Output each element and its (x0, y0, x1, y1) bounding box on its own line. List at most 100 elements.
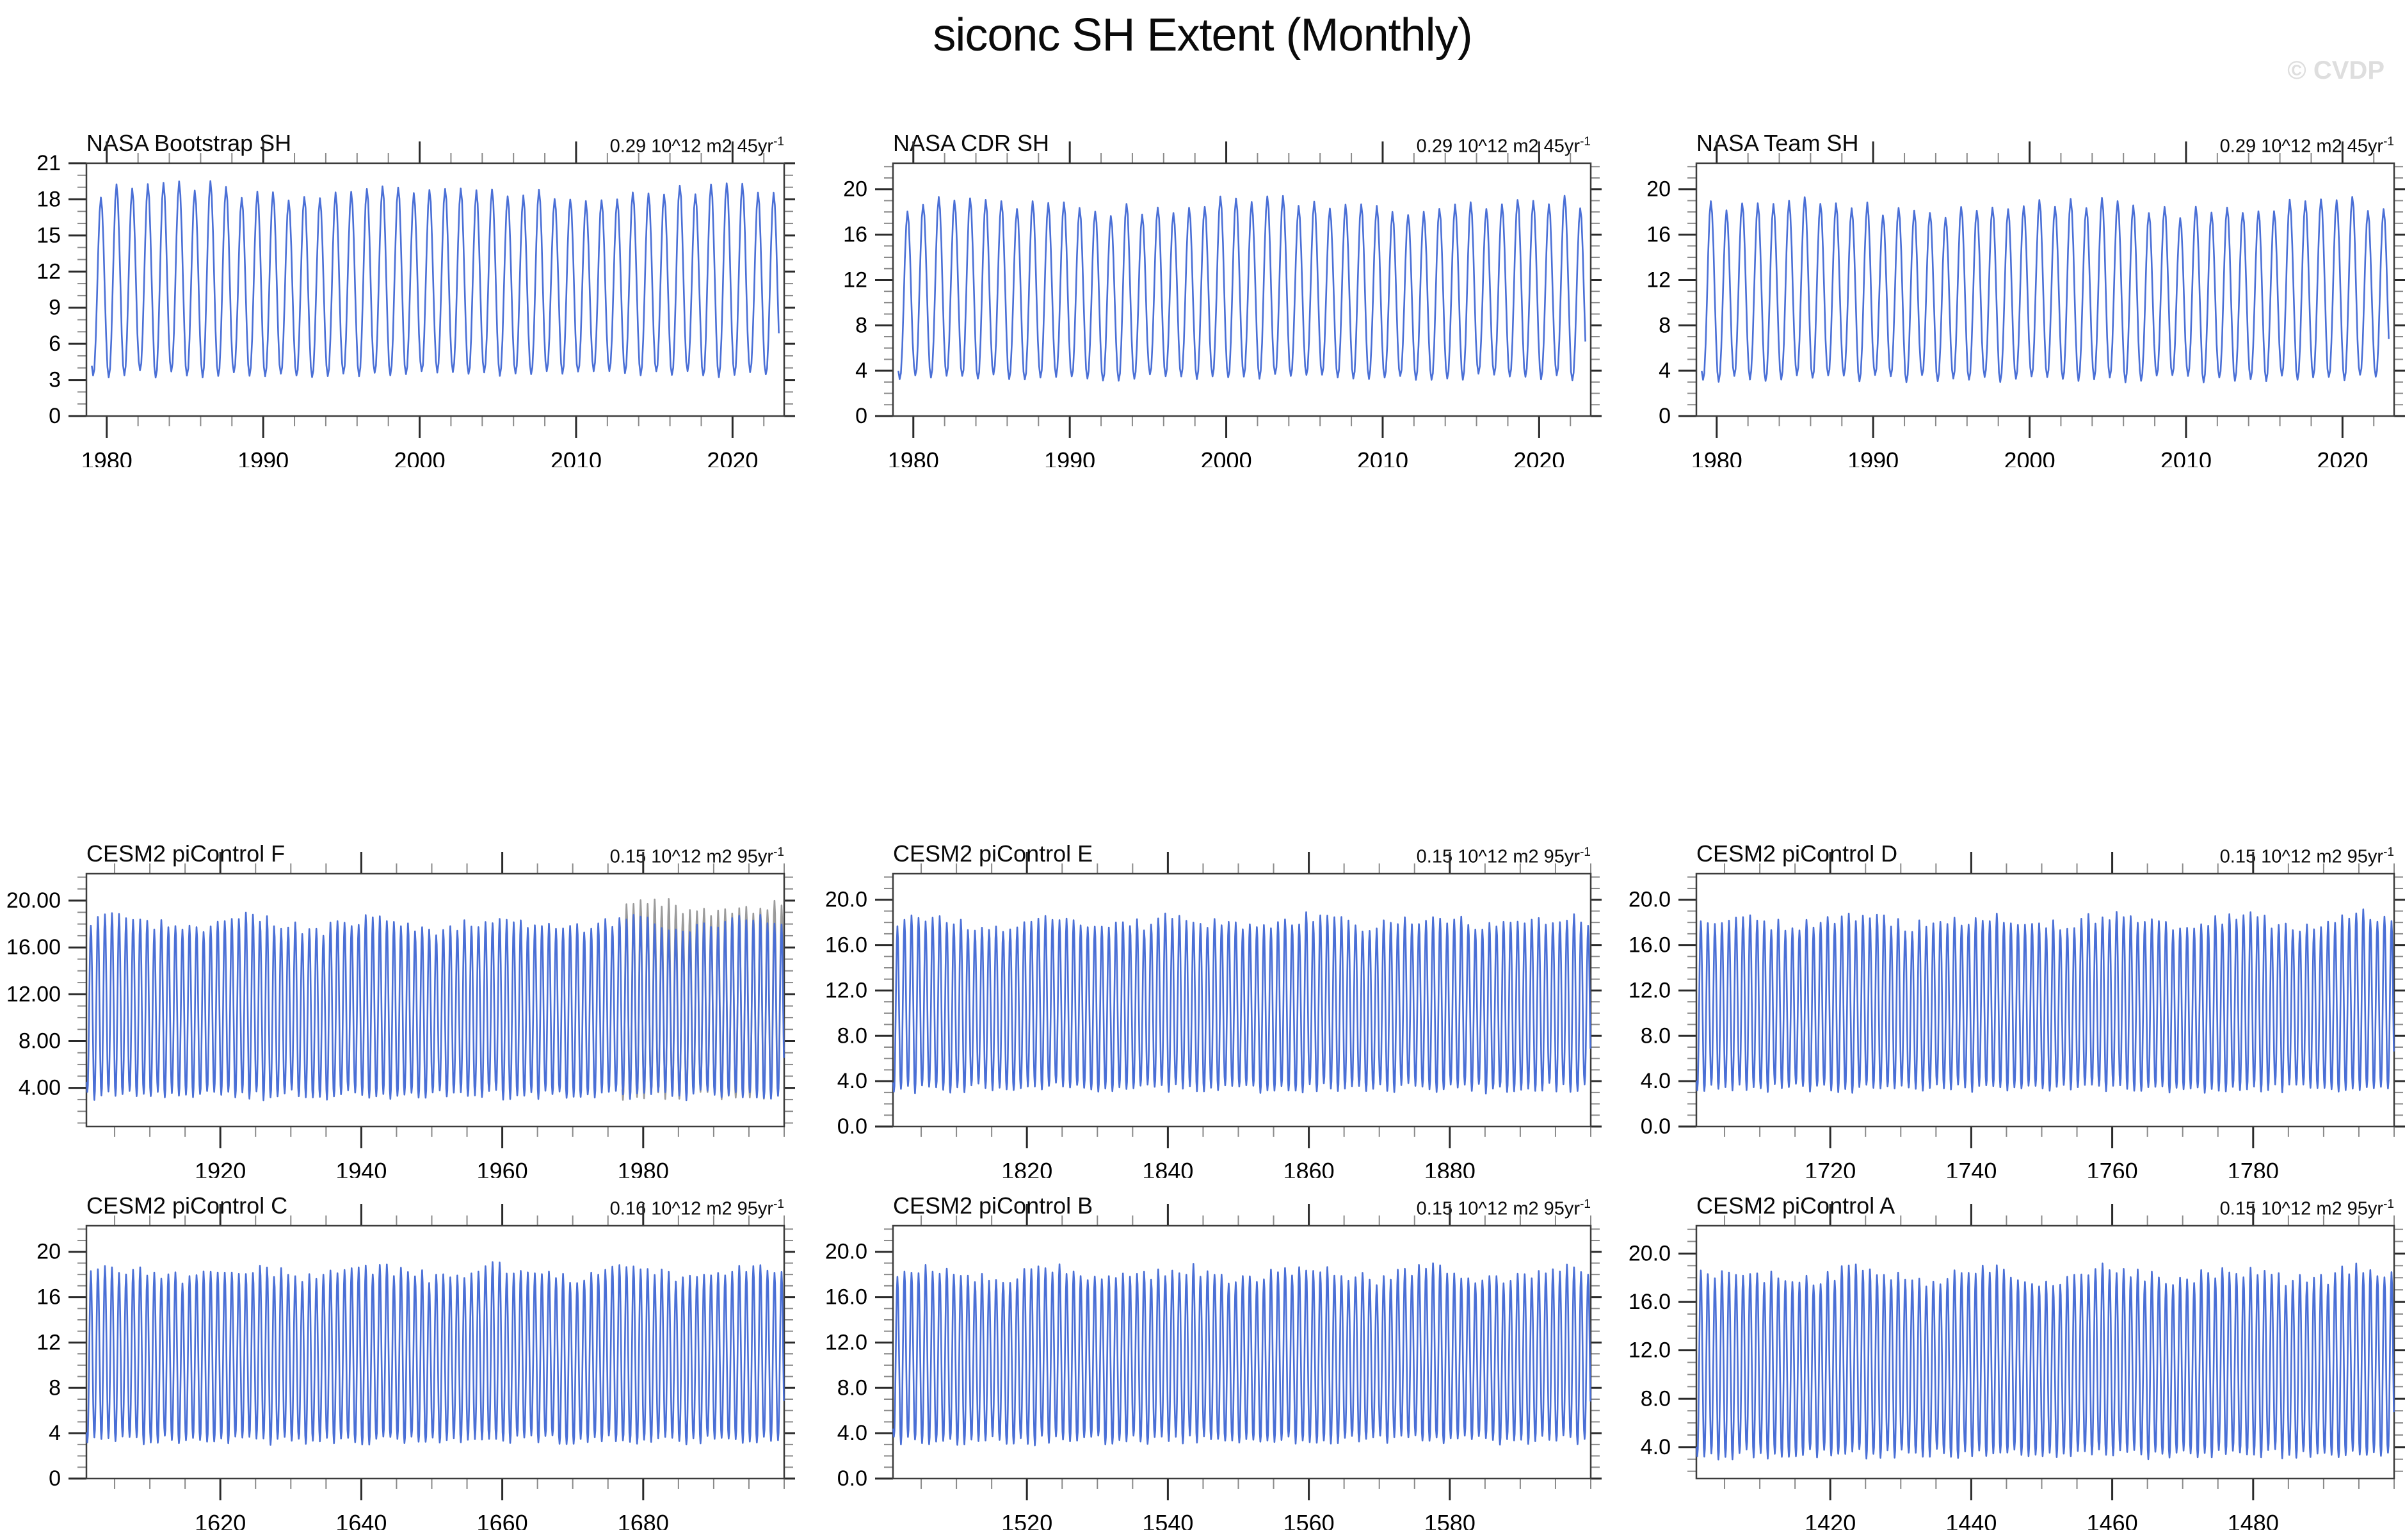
svg-text:20.0: 20.0 (1629, 888, 1671, 912)
svg-text:1880: 1880 (1424, 1158, 1476, 1178)
panel-title: NASA Bootstrap SH (86, 130, 292, 156)
trend-exponent: -1 (773, 1198, 784, 1211)
trend-exponent: -1 (773, 135, 784, 148)
trend-value: 0.29 10^12 m2 45yr (1416, 136, 1581, 157)
svg-text:1990: 1990 (1847, 447, 1899, 467)
svg-text:0.0: 0.0 (1641, 1114, 1671, 1139)
svg-text:16.0: 16.0 (825, 1285, 867, 1310)
svg-text:16.0: 16.0 (825, 933, 867, 958)
trend-exponent: -1 (1580, 1198, 1591, 1211)
trend-annotation: 0.29 10^12 m2 45yr-1 (2220, 135, 2394, 157)
page-title: siconc SH Extent (Monthly) (933, 10, 1472, 61)
timeseries-chart: 0 4 8 12 16 20 1980 1990 2000 2010 2020 (843, 141, 1602, 467)
svg-text:1460: 1460 (2087, 1510, 2138, 1530)
svg-text:12: 12 (36, 1330, 61, 1354)
svg-text:0.0: 0.0 (837, 1466, 867, 1491)
panel-cesm2-picontrol-f: CESM2 piControl F 0.15 10^12 m2 95yr-1 4… (0, 810, 795, 1178)
svg-text:6: 6 (49, 332, 61, 356)
panel-title: CESM2 piControl B (893, 1192, 1093, 1219)
svg-text:8.0: 8.0 (837, 1023, 867, 1048)
svg-text:16.00: 16.00 (6, 935, 61, 959)
trend-value: 0.15 10^12 m2 95yr (1416, 846, 1581, 867)
panel-cesm2-picontrol-d: CESM2 piControl D 0.15 10^12 m2 95yr-1 0… (1610, 810, 2405, 1178)
panel-title: CESM2 piControl D (1696, 840, 1898, 867)
svg-text:20.0: 20.0 (825, 1240, 867, 1264)
svg-text:1760: 1760 (2087, 1158, 2138, 1178)
svg-text:0.0: 0.0 (837, 1114, 867, 1139)
panel-nasa-bootstrap-sh: NASA Bootstrap SH 0.29 10^12 m2 45yr-1 0… (0, 99, 795, 467)
svg-text:0: 0 (1659, 404, 1671, 428)
trend-annotation: 0.15 10^12 m2 95yr-1 (2220, 846, 2394, 868)
panel-cesm2-picontrol-a: CESM2 piControl A 0.15 10^12 m2 95yr-1 4… (1610, 1162, 2405, 1530)
trend-annotation: 0.15 10^12 m2 95yr-1 (610, 846, 784, 868)
trend-annotation: 0.15 10^12 m2 95yr-1 (1417, 846, 1591, 868)
svg-text:0: 0 (855, 404, 867, 428)
panel-title: NASA Team SH (1696, 130, 1859, 156)
svg-text:16: 16 (36, 1285, 61, 1310)
svg-text:1820: 1820 (1001, 1158, 1052, 1178)
svg-text:1990: 1990 (1044, 447, 1095, 467)
svg-text:4.0: 4.0 (837, 1421, 867, 1445)
svg-text:4.0: 4.0 (1641, 1435, 1671, 1459)
svg-text:16.0: 16.0 (1629, 933, 1671, 958)
svg-text:16: 16 (1646, 223, 1671, 247)
trend-exponent: -1 (1580, 846, 1591, 859)
trend-exponent: -1 (2383, 846, 2394, 859)
svg-text:1540: 1540 (1142, 1510, 1193, 1530)
svg-text:1980: 1980 (618, 1158, 669, 1178)
svg-text:1980: 1980 (81, 447, 133, 467)
svg-text:2010: 2010 (551, 447, 602, 467)
cvdp-watermark: © CVDP (2287, 56, 2385, 84)
svg-text:2020: 2020 (2317, 447, 2368, 467)
panel-title: CESM2 piControl A (1696, 1192, 1895, 1219)
trend-annotation: 0.15 10^12 m2 95yr-1 (1417, 1198, 1591, 1220)
svg-text:12.0: 12.0 (825, 1330, 867, 1354)
svg-text:1480: 1480 (2228, 1510, 2279, 1530)
svg-text:1740: 1740 (1945, 1158, 1997, 1178)
svg-text:1980: 1980 (888, 447, 939, 467)
svg-text:1420: 1420 (1805, 1510, 1856, 1530)
timeseries-chart: 0 3 6 9 12 15 18 21 1980 1990 2000 2010 2020 (36, 141, 795, 467)
svg-text:4.0: 4.0 (837, 1069, 867, 1093)
trend-value: 0.15 10^12 m2 95yr (2219, 846, 2384, 867)
svg-text:4: 4 (855, 358, 867, 383)
trend-annotation: 0.15 10^12 m2 95yr-1 (2220, 1198, 2394, 1220)
svg-text:2000: 2000 (2004, 447, 2055, 467)
svg-text:1580: 1580 (1424, 1510, 1476, 1530)
svg-text:12.0: 12.0 (825, 978, 867, 1002)
svg-text:12.0: 12.0 (1629, 978, 1671, 1002)
svg-text:1990: 1990 (237, 447, 289, 467)
svg-text:3: 3 (49, 368, 61, 392)
svg-text:8.0: 8.0 (837, 1376, 867, 1400)
svg-text:1980: 1980 (1691, 447, 1742, 467)
svg-text:8: 8 (1659, 313, 1671, 337)
timeseries-chart: 0.0 4.0 8.0 12.0 16.0 20.0 1720 1740 1760 1780 (1629, 852, 2405, 1178)
trend-annotation: 0.29 10^12 m2 45yr-1 (1417, 135, 1591, 157)
panel-cesm2-picontrol-e: CESM2 piControl E 0.15 10^12 m2 95yr-1 0… (807, 810, 1602, 1178)
svg-text:0: 0 (49, 1466, 61, 1491)
svg-text:2000: 2000 (1201, 447, 1252, 467)
svg-text:12: 12 (36, 259, 61, 284)
svg-text:21: 21 (36, 151, 61, 175)
trend-annotation: 0.29 10^12 m2 45yr-1 (610, 135, 784, 157)
svg-text:15: 15 (36, 223, 61, 248)
svg-text:1780: 1780 (2228, 1158, 2279, 1178)
trend-value: 0.29 10^12 m2 45yr (609, 136, 774, 157)
timeseries-chart: 0.0 4.0 8.0 12.0 16.0 20.0 1820 1840 1860 1880 (825, 852, 1602, 1178)
trend-exponent: -1 (773, 846, 784, 859)
panel-nasa-team-sh: NASA Team SH 0.29 10^12 m2 45yr-1 0 4 8 12 1… (1610, 99, 2405, 467)
svg-text:1520: 1520 (1001, 1510, 1052, 1530)
svg-text:2010: 2010 (1357, 447, 1408, 467)
svg-text:1560: 1560 (1283, 1510, 1335, 1530)
timeseries-chart: 4.0 8.0 12.0 16.0 20.0 1420 1440 1460 1480 (1629, 1204, 2405, 1530)
panel-title: CESM2 piControl F (86, 840, 286, 867)
trend-value: 0.15 10^12 m2 95yr (609, 846, 774, 867)
svg-text:2000: 2000 (394, 447, 446, 467)
svg-text:2010: 2010 (2160, 447, 2212, 467)
svg-text:20.00: 20.00 (6, 888, 61, 913)
svg-text:20: 20 (36, 1240, 61, 1264)
trend-value: 0.16 10^12 m2 95yr (609, 1198, 774, 1219)
svg-text:12: 12 (1646, 268, 1671, 292)
svg-text:2020: 2020 (707, 447, 758, 467)
